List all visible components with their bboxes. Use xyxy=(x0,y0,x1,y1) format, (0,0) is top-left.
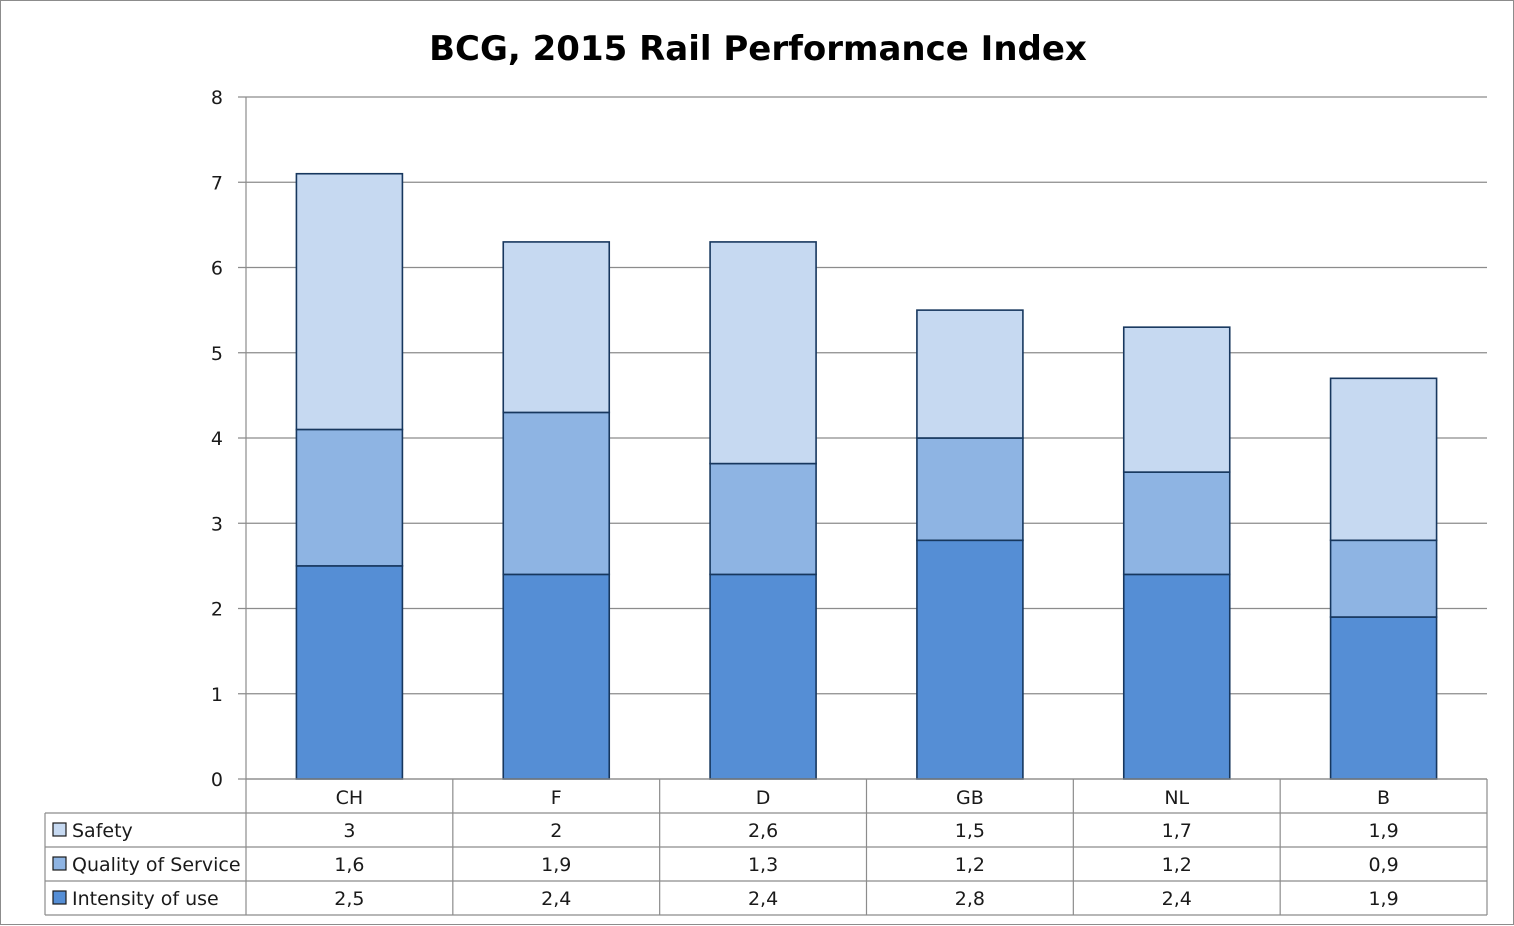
legend-series-label: Safety xyxy=(72,820,133,842)
table-value-cell: 1,6 xyxy=(334,854,364,876)
y-tick-label: 7 xyxy=(211,172,223,194)
table-value-cell: 1,7 xyxy=(1162,820,1192,842)
y-tick-label: 5 xyxy=(211,343,223,365)
table-value-cell: 2,5 xyxy=(334,888,364,910)
table-value-cell: 1,2 xyxy=(955,854,985,876)
table-value-cell: 2,4 xyxy=(541,888,571,910)
table-value-cell: 2,6 xyxy=(748,820,778,842)
table-value-cell: 3 xyxy=(343,820,355,842)
bar-d-safety xyxy=(709,241,817,465)
legend-series-label: Quality of Service xyxy=(72,854,241,876)
table-value-cell: 2 xyxy=(550,820,562,842)
y-tick-label: 4 xyxy=(211,428,223,450)
y-tick-label: 3 xyxy=(211,513,223,535)
bar-gb-quality-of-service xyxy=(916,437,1024,542)
gridlines xyxy=(238,96,1487,780)
table-value-cell: 2,4 xyxy=(1162,888,1192,910)
table-value-cell: 2,8 xyxy=(955,888,985,910)
bar-ch-intensity-of-use xyxy=(295,565,404,780)
x-category-label: NL xyxy=(1164,787,1189,809)
bar-ch-quality-of-service xyxy=(295,428,404,567)
y-tick-label: 8 xyxy=(211,87,223,109)
bar-d-intensity-of-use xyxy=(709,573,817,780)
legend-key-swatch xyxy=(52,856,67,871)
x-category-label: F xyxy=(551,787,562,809)
table-value-cell: 1,3 xyxy=(748,854,778,876)
table-value-cell: 0,9 xyxy=(1368,854,1398,876)
chart-title: BCG, 2015 Rail Performance Index xyxy=(429,29,1087,69)
legend-key-swatch xyxy=(52,822,67,837)
bar-gb-intensity-of-use xyxy=(916,539,1024,780)
legend-key-swatch xyxy=(52,890,67,905)
data-table: CH F D GB NL B Safety 3 2 2,6 1,5 1,7 1,9 Quality of … xyxy=(44,778,1488,916)
table-value-cell: 1,9 xyxy=(541,854,571,876)
table-value-cell: 1,9 xyxy=(1368,888,1398,910)
x-category-label: GB xyxy=(956,787,984,809)
bar-nl-quality-of-service xyxy=(1122,471,1231,576)
bar-b-safety xyxy=(1329,377,1438,542)
y-tick-label: 2 xyxy=(211,599,223,621)
bars xyxy=(295,172,1438,780)
y-tick-label: 1 xyxy=(211,684,223,706)
bar-f-intensity-of-use xyxy=(502,573,611,780)
y-tick-label: 0 xyxy=(211,769,223,791)
bar-b-quality-of-service xyxy=(1329,539,1438,618)
table-value-cell: 2,4 xyxy=(748,888,778,910)
y-tick-label: 6 xyxy=(211,258,223,280)
bar-f-quality-of-service xyxy=(502,411,611,576)
bar-d-quality-of-service xyxy=(709,462,817,576)
legend-series-label: Intensity of use xyxy=(72,888,219,910)
y-axis-ticks: 0 1 2 3 4 5 6 7 8 xyxy=(211,87,223,791)
table-value-cell: 1,5 xyxy=(955,820,985,842)
x-category-label: D xyxy=(756,787,771,809)
bar-nl-safety xyxy=(1122,326,1231,473)
table-value-cell: 1,2 xyxy=(1162,854,1192,876)
table-value-cell: 1,9 xyxy=(1368,820,1398,842)
bar-ch-safety xyxy=(295,172,404,431)
bar-nl-intensity-of-use xyxy=(1122,573,1231,780)
x-category-label: B xyxy=(1377,787,1390,809)
bar-gb-safety xyxy=(916,309,1024,439)
bar-b-intensity-of-use xyxy=(1329,616,1438,780)
x-category-label: CH xyxy=(336,787,364,809)
bar-f-safety xyxy=(502,241,611,414)
